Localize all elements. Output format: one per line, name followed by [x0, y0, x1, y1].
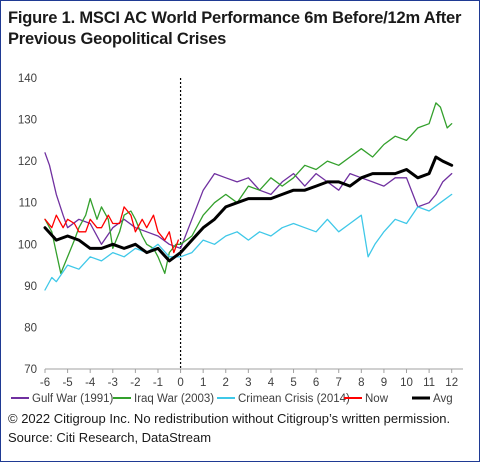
y-tick-label-90: 90 — [24, 281, 37, 293]
legend-label-4: Avg — [433, 393, 453, 405]
x-tick-label-12: 6 — [313, 377, 319, 389]
y-tick-label-130: 130 — [18, 115, 37, 127]
x-tick-label-0: -6 — [40, 377, 50, 389]
x-tick-label-9: 3 — [245, 377, 251, 389]
x-tick-label-11: 5 — [290, 377, 296, 389]
figure-footer: © 2022 Citigroup Inc. No redistribution … — [8, 409, 450, 447]
x-tick-label-3: -3 — [108, 377, 118, 389]
x-tick-label-2: -4 — [85, 377, 96, 389]
x-tick-label-8: 2 — [223, 377, 229, 389]
x-tick-label-16: 10 — [400, 377, 413, 389]
x-tick-label-5: -1 — [153, 377, 163, 389]
x-tick-label-15: 9 — [381, 377, 387, 389]
x-tick-label-14: 8 — [358, 377, 364, 389]
legend-label-0: Gulf War (1991) — [32, 393, 114, 405]
y-tick-label-100: 100 — [18, 239, 37, 251]
series-line-crimean-crisis-2014 — [44, 193, 453, 291]
x-tick-label-10: 4 — [268, 377, 275, 389]
y-tick-label-140: 140 — [18, 73, 37, 85]
legend-label-3: Now — [365, 393, 389, 405]
x-tick-label-4: -2 — [130, 377, 140, 389]
legend-label-1: Iraq War (2003) — [134, 393, 214, 405]
y-tick-label-70: 70 — [24, 364, 37, 376]
x-tick-label-13: 7 — [336, 377, 342, 389]
figure-title: Figure 1. MSCI AC World Performance 6m B… — [8, 9, 462, 48]
series-group — [43, 102, 454, 291]
legend-label-2: Crimean Crisis (2014) — [238, 393, 350, 405]
x-tick-label-1: -5 — [62, 377, 72, 389]
x-tick-label-6: 0 — [177, 377, 183, 389]
x-tick-label-17: 11 — [423, 377, 435, 389]
y-tick-label-80: 80 — [24, 322, 37, 334]
y-tick-label-120: 120 — [18, 156, 37, 168]
x-tick-label-18: 12 — [445, 377, 458, 389]
series-line-now — [44, 206, 179, 254]
x-tick-label-7: 1 — [200, 377, 206, 389]
series-line-gulf-war-1991 — [44, 152, 453, 250]
series-line-avg — [43, 155, 454, 263]
copyright-note: © 2022 Citigroup Inc. No redistribution … — [8, 411, 451, 426]
y-tick-label-110: 110 — [19, 198, 37, 210]
source-note: Source: Citi Research, DataStream — [8, 430, 212, 445]
series-line-iraq-war-2003 — [44, 102, 453, 275]
legend: Gulf War (1991) Iraq War (2003) Crimean Cr… — [11, 393, 453, 405]
